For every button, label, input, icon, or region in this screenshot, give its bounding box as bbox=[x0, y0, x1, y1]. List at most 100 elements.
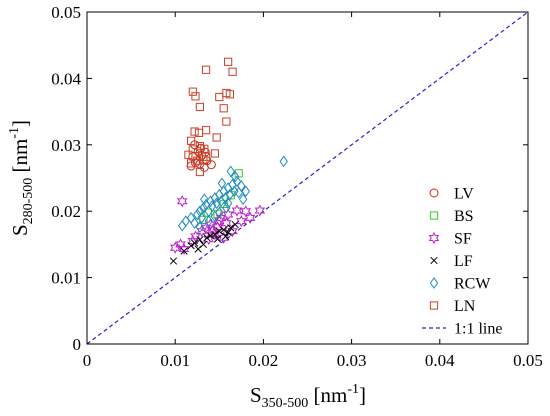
data-point-sf bbox=[240, 205, 252, 218]
legend: LV BS SF LF RCW LN 1:1 line bbox=[422, 186, 502, 338]
data-point-lf bbox=[169, 257, 178, 265]
data-point-ln bbox=[199, 155, 208, 164]
data-point-rcw bbox=[217, 177, 227, 190]
data-point-rcw bbox=[195, 205, 205, 218]
data-point-lf bbox=[203, 234, 211, 242]
data-point-sf bbox=[231, 204, 243, 217]
x-axis-label-unit: [nm bbox=[308, 383, 347, 407]
legend-label-lf: LF bbox=[454, 253, 473, 270]
data-point-rcw bbox=[223, 197, 233, 210]
series-ln bbox=[184, 57, 237, 177]
data-point-sf bbox=[236, 215, 247, 228]
data-point-rcw bbox=[208, 200, 217, 212]
data-point-lf bbox=[190, 239, 199, 247]
data-point-ln bbox=[195, 167, 204, 177]
y-tick-label: 0 bbox=[73, 335, 82, 354]
x-axis-label-main: S bbox=[250, 383, 262, 407]
data-point-ln bbox=[186, 136, 196, 145]
data-point-lf bbox=[196, 236, 204, 244]
legend-label-reference-line: 1:1 line bbox=[454, 321, 502, 338]
data-point-rcw bbox=[279, 155, 288, 168]
legend-label-sf: SF bbox=[454, 231, 472, 248]
data-point-sf bbox=[209, 228, 221, 241]
data-point-ln bbox=[212, 133, 221, 142]
data-point-ln bbox=[201, 65, 211, 74]
data-point-sf bbox=[214, 215, 225, 228]
data-point-ln bbox=[219, 104, 228, 113]
data-point-lf bbox=[180, 247, 188, 255]
plot-frame bbox=[86, 11, 529, 345]
data-point-rcw bbox=[222, 202, 231, 214]
x-tick-label: 0 bbox=[83, 351, 92, 370]
y-tick-label: 0.01 bbox=[51, 269, 81, 288]
data-point-ln bbox=[201, 152, 211, 161]
y-axis-label-unit: [nm bbox=[8, 139, 32, 178]
data-point-rcw bbox=[197, 211, 206, 224]
data-point-lf bbox=[220, 226, 228, 234]
legend-marker-rcw bbox=[429, 277, 439, 289]
data-point-ln bbox=[190, 127, 199, 136]
data-point-lf bbox=[213, 235, 222, 243]
data-point-sf bbox=[169, 241, 181, 254]
legend-marker-bs bbox=[429, 211, 439, 220]
plot-area-border bbox=[86, 11, 529, 345]
y-axis-label-subscript: 280-500 bbox=[21, 178, 36, 225]
data-point-rcw bbox=[215, 206, 224, 219]
x-axis-label: S350-500 [nm-1] bbox=[250, 382, 366, 411]
data-point-lf bbox=[187, 242, 195, 250]
data-point-sf bbox=[190, 230, 201, 243]
y-axis-label-exponent: -1 bbox=[7, 127, 22, 139]
legend-marker-lf bbox=[430, 256, 438, 265]
reference-line-1to1 bbox=[86, 11, 529, 345]
legend-label-lv: LV bbox=[454, 186, 474, 203]
data-point-lf bbox=[206, 232, 215, 240]
data-point-rcw bbox=[210, 210, 220, 223]
data-point-lf bbox=[221, 232, 230, 241]
x-axis-label-subscript: 350-500 bbox=[262, 396, 309, 411]
y-tick-label: 0.02 bbox=[51, 202, 81, 221]
data-point-lf bbox=[227, 224, 235, 232]
data-point-ln bbox=[186, 159, 196, 168]
data-point-lv bbox=[206, 160, 216, 170]
data-point-lf bbox=[215, 227, 223, 235]
data-point-sf bbox=[178, 242, 190, 256]
data-point-sf bbox=[244, 211, 256, 224]
data-point-rcw bbox=[230, 170, 240, 183]
data-points-layer bbox=[169, 57, 288, 265]
series-rcw bbox=[178, 155, 288, 233]
data-point-ln bbox=[228, 67, 237, 76]
data-point-ln bbox=[222, 117, 231, 126]
data-point-rcw bbox=[212, 197, 221, 210]
data-point-ln bbox=[188, 87, 197, 96]
x-tick-label: 0.03 bbox=[337, 351, 367, 370]
data-point-ln bbox=[188, 145, 197, 154]
y-axis-label: S280-500 [nm-1] bbox=[7, 120, 36, 236]
data-point-rcw bbox=[232, 175, 242, 188]
x-axis-label-close: ] bbox=[359, 383, 366, 407]
data-point-rcw bbox=[200, 193, 209, 206]
data-point-rcw bbox=[181, 215, 191, 228]
data-point-rcw bbox=[178, 219, 187, 232]
data-point-rcw bbox=[226, 165, 235, 178]
data-point-ln bbox=[225, 90, 234, 99]
data-point-ln bbox=[191, 92, 200, 101]
y-axis-label-main: S bbox=[8, 224, 32, 236]
data-point-ln bbox=[194, 128, 204, 137]
data-point-ln bbox=[195, 102, 204, 112]
x-tick-label: 0.05 bbox=[513, 351, 543, 370]
data-point-sf bbox=[176, 195, 188, 208]
data-point-ln bbox=[210, 149, 219, 158]
data-point-ln bbox=[200, 144, 209, 153]
x-tick-label: 0.04 bbox=[425, 351, 455, 370]
legend-marker-lv bbox=[429, 188, 439, 198]
x-tick-label: 0.01 bbox=[160, 351, 190, 370]
legend-label-rcw: RCW bbox=[454, 276, 491, 293]
y-tick-label: 0.03 bbox=[51, 136, 81, 155]
data-point-ln bbox=[191, 151, 200, 161]
axis-ticks-layer: 0 0.01 0.02 0.03 0.04 0.05 0 0.01 0.02 0.03 0.04 0.… bbox=[51, 3, 543, 370]
legend-label-bs: BS bbox=[454, 208, 474, 225]
legend-label-ln: LN bbox=[454, 298, 476, 315]
y-tick-label: 0.04 bbox=[51, 69, 81, 88]
legend-marker-sf bbox=[428, 231, 440, 245]
